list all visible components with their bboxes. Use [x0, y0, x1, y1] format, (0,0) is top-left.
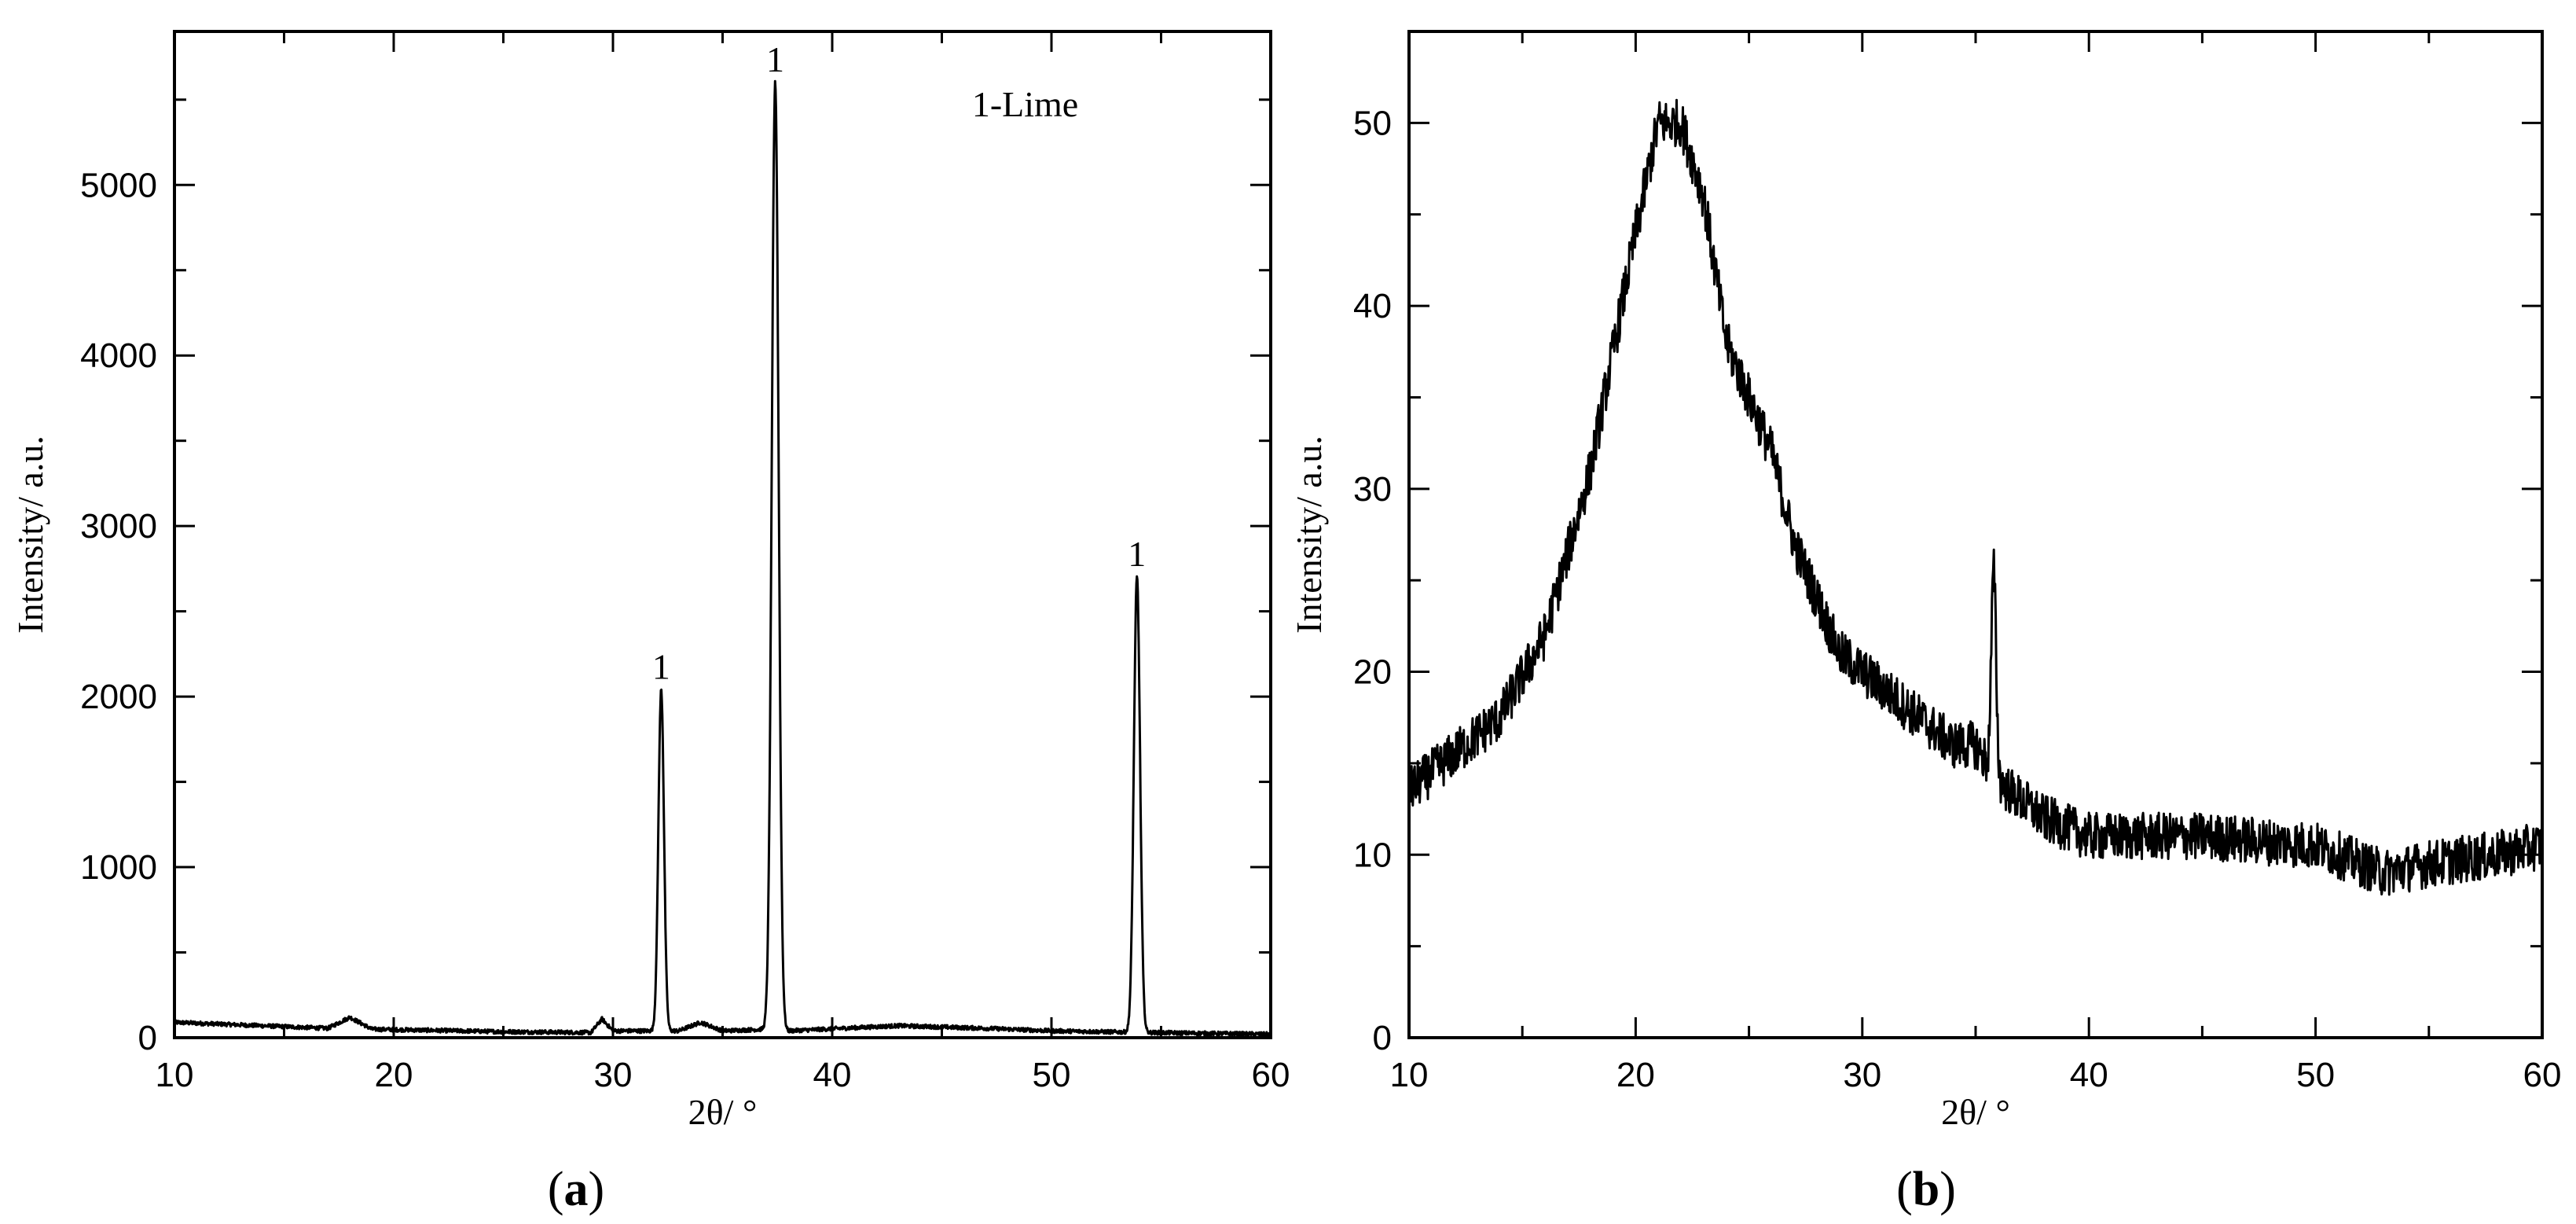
plot-frame	[173, 30, 1272, 1039]
legend-text: 1-Lime	[972, 84, 1078, 124]
y-tick-label: 1000	[80, 848, 157, 887]
y-tick-label: 4000	[80, 336, 157, 375]
y-tick-label: 3000	[80, 507, 157, 546]
panel-a-chart: 10 20 30 40 50 60 0 1000 2000 3000 4000 5000 2θ/ ° In…	[10, 30, 1290, 1132]
y-tick-label: 2000	[80, 678, 157, 716]
y-tick-label: 50	[1353, 104, 1392, 142]
x-tick-label: 60	[2523, 1056, 2562, 1094]
y-axis-title: Intensity/ a.u.	[1289, 436, 1329, 634]
x-tick-label: 10	[156, 1056, 194, 1094]
x-tick-label: 20	[1616, 1056, 1655, 1094]
y-tick-label: 10	[1353, 836, 1392, 874]
x-tick-label: 60	[1252, 1056, 1290, 1094]
x-tick-label: 40	[813, 1056, 852, 1094]
x-tick-label: 30	[1843, 1056, 1881, 1094]
x-tick-label: 20	[375, 1056, 413, 1094]
y-tick-label: 20	[1353, 653, 1392, 692]
plot-frame	[1407, 30, 2544, 1039]
peak-label: 1	[652, 646, 670, 686]
x-axis-title: 2θ/ °	[688, 1092, 758, 1132]
y-tick-label: 40	[1353, 287, 1392, 325]
y-tick-label: 5000	[80, 166, 157, 204]
peak-label: 1	[1128, 534, 1146, 574]
panel-a-label: (a)	[548, 1163, 604, 1216]
panel-b-letter: b	[1913, 1163, 1939, 1216]
x-tick-label: 50	[2296, 1056, 2335, 1094]
x-tick-label: 40	[2070, 1056, 2108, 1094]
x-tick-label: 50	[1033, 1056, 1071, 1094]
y-tick-label: 0	[1373, 1019, 1392, 1057]
peak-label: 1	[766, 39, 784, 79]
y-tick-label: 30	[1353, 470, 1392, 509]
x-tick-label: 30	[594, 1056, 633, 1094]
panel-a-letter: a	[564, 1163, 589, 1216]
y-axis-title: Intensity/ a.u.	[10, 436, 50, 634]
panel-b-label: (b)	[1896, 1163, 1956, 1216]
y-tick-label: 0	[138, 1019, 157, 1057]
x-tick-label: 10	[1390, 1056, 1429, 1094]
xrd-trace	[173, 79, 1271, 1038]
xrd-trace	[1407, 98, 2544, 896]
x-axis-title: 2θ/ °	[1941, 1092, 2010, 1132]
